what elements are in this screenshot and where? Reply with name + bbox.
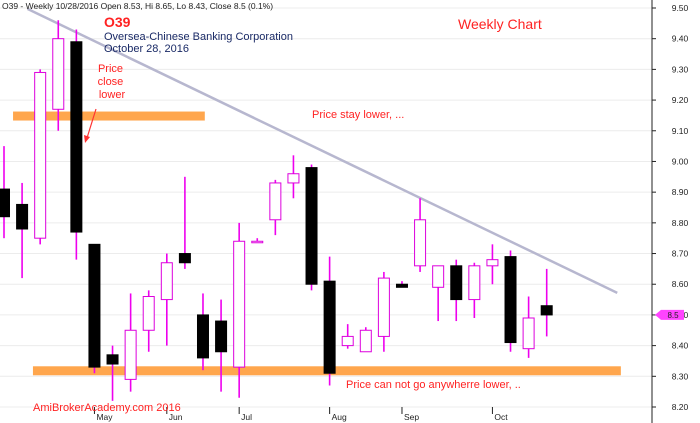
price-tick-label: 9.10 bbox=[672, 126, 689, 136]
candle-body bbox=[52, 38, 65, 110]
date-tick-label: Sep bbox=[404, 412, 419, 422]
candle-body bbox=[395, 283, 408, 288]
date-tick-label: Jul bbox=[241, 412, 252, 422]
annotation-arrow-head bbox=[84, 135, 90, 143]
candle-body bbox=[16, 203, 29, 230]
price-tick-label: 8.80 bbox=[672, 218, 689, 228]
date-tick-label: Aug bbox=[332, 412, 347, 422]
candle-body bbox=[269, 182, 282, 221]
info-line: O39 - Weekly 10/28/2016 Open 8.53, Hi 8.… bbox=[2, 1, 273, 11]
date-axis: May Jun Jul Aug Sep Oct bbox=[93, 407, 508, 422]
candle-body bbox=[486, 259, 499, 267]
last-price-label: 8.5 bbox=[667, 311, 679, 320]
price-tick-label: 9.00 bbox=[672, 156, 689, 166]
candle-body bbox=[323, 280, 336, 374]
candle-body bbox=[124, 329, 137, 380]
candle-body bbox=[34, 71, 47, 239]
candle-body bbox=[196, 314, 209, 359]
candle-body bbox=[504, 256, 517, 344]
price-tick-label: 9.20 bbox=[672, 95, 689, 105]
annotation-price-stay-lower: Price stay lower, ... bbox=[312, 109, 404, 121]
resistance-band bbox=[13, 111, 205, 121]
date-tick-label: Oct bbox=[494, 412, 508, 422]
candle-body bbox=[215, 320, 228, 353]
candles bbox=[0, 20, 553, 401]
date-tick-label: Jun bbox=[169, 412, 183, 422]
candle-body bbox=[106, 354, 119, 365]
price-tick-label: 8.60 bbox=[672, 279, 689, 289]
price-tick-label: 9.40 bbox=[672, 34, 689, 44]
trendline-layer bbox=[26, 7, 618, 294]
candle-body bbox=[160, 262, 173, 301]
watermark: AmiBrokerAcademy.com 2016 bbox=[33, 402, 181, 414]
candle-body bbox=[0, 188, 10, 218]
candle-body bbox=[522, 317, 535, 350]
annotation-arrow bbox=[86, 108, 97, 139]
price-tick-label: 9.50 bbox=[672, 3, 689, 13]
company-name: Oversea-Chinese Banking Corporation bbox=[104, 31, 293, 43]
trendline bbox=[26, 7, 618, 294]
candle-body bbox=[359, 329, 372, 353]
price-tick-label: 8.40 bbox=[672, 341, 689, 351]
date-tick-label: May bbox=[96, 412, 113, 422]
candle-body bbox=[414, 219, 427, 267]
candle-body bbox=[450, 265, 463, 301]
candle-body bbox=[251, 240, 264, 244]
last-price-tag bbox=[655, 309, 684, 320]
annotation-line-1: Price bbox=[98, 63, 123, 75]
candle-body bbox=[468, 265, 481, 301]
candle-body bbox=[88, 243, 101, 368]
candle-body bbox=[377, 277, 390, 337]
candle-body bbox=[341, 335, 354, 347]
candle-body bbox=[540, 305, 553, 316]
price-tick-label: 8.30 bbox=[672, 371, 689, 381]
annotation-price-close-lower: Price close lower bbox=[98, 63, 127, 101]
weekly-chart-label: Weekly Chart bbox=[458, 16, 542, 32]
candle-body bbox=[70, 41, 83, 233]
price-tick-label: 8.90 bbox=[672, 187, 689, 197]
candle-body bbox=[432, 265, 445, 288]
annotation-line-3: lower bbox=[99, 89, 126, 101]
price-tick-label: 8.70 bbox=[672, 249, 689, 259]
symbol-title: O39 bbox=[104, 14, 131, 30]
annotation-price-floor: Price can not go anywherre lower, .. bbox=[346, 379, 521, 391]
candle-body bbox=[305, 167, 318, 285]
annotation-line-2: close bbox=[98, 76, 124, 88]
candle-body bbox=[178, 253, 191, 264]
candle-body bbox=[142, 296, 155, 331]
chart-date: October 28, 2016 bbox=[104, 43, 189, 55]
candle-body bbox=[287, 173, 300, 184]
price-tick-label: 9.30 bbox=[672, 64, 689, 74]
price-tick-label: 8.20 bbox=[672, 402, 689, 412]
price-axis: 8.208.308.408.508.608.708.808.909.009.10… bbox=[651, 0, 689, 423]
candle-body bbox=[233, 240, 246, 368]
